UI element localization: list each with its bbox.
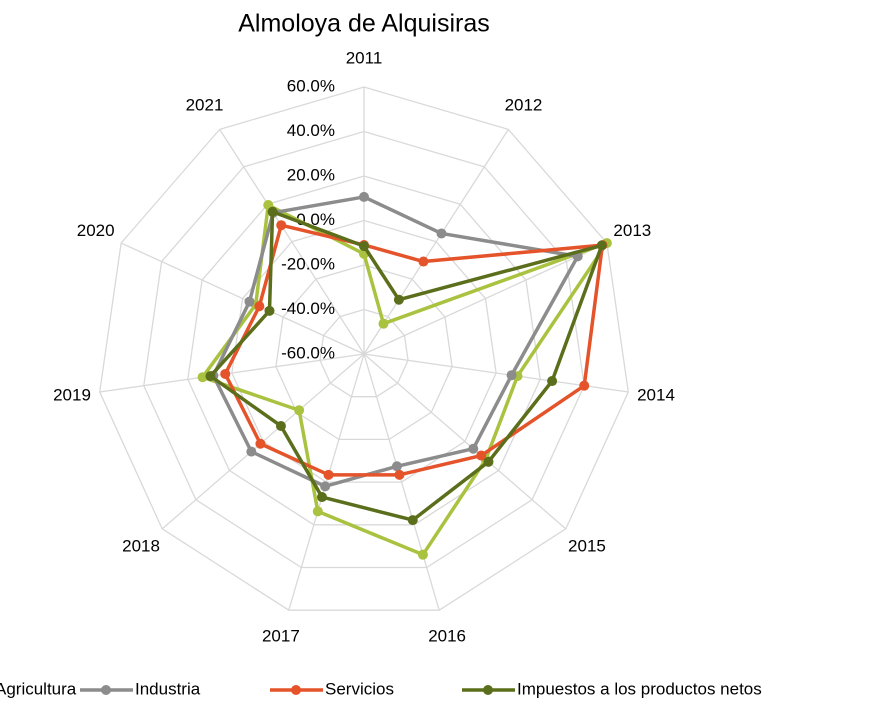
marker: [264, 305, 275, 316]
grid-ring: [319, 308, 409, 398]
legend-marker: [291, 685, 301, 695]
marker: [205, 371, 216, 382]
series-line: [223, 223, 605, 477]
marker: [312, 506, 323, 517]
marker: [476, 450, 487, 461]
r-tick-label: 20.0%: [287, 165, 335, 184]
marker: [276, 220, 287, 231]
category-label: 2011: [346, 48, 383, 67]
legend-label: Industria: [135, 679, 201, 698]
legend-label: Impuestos a los productos netos: [517, 679, 762, 698]
r-tick-label: 40.0%: [287, 121, 335, 140]
category-label: 2013: [613, 221, 651, 240]
r-tick-label: 60.0%: [287, 76, 335, 95]
grid-ring: [275, 264, 453, 441]
spoke: [219, 129, 365, 355]
marker: [483, 456, 494, 467]
category-label: 2021: [186, 95, 224, 114]
marker: [417, 549, 428, 560]
category-label: 2015: [568, 537, 606, 556]
marker: [275, 420, 286, 431]
marker: [255, 438, 266, 449]
category-label: 2017: [262, 627, 300, 646]
legend-marker: [101, 685, 111, 695]
category-label: 2014: [637, 385, 675, 404]
spoke: [99, 353, 365, 393]
legend-marker: [483, 685, 493, 695]
grid-ring: [143, 130, 585, 569]
r-tick-label: -20.0%: [281, 254, 335, 273]
marker: [246, 446, 257, 457]
category-label: 2016: [428, 627, 466, 646]
marker: [294, 405, 305, 416]
spoke: [363, 242, 608, 355]
series-line: [208, 209, 604, 522]
spoke: [120, 242, 365, 355]
marker: [393, 294, 404, 305]
r-tick-label: -40.0%: [281, 299, 335, 318]
legend-label: Servicios: [325, 679, 394, 698]
marker: [468, 443, 479, 454]
marker: [244, 296, 255, 307]
marker: [317, 492, 328, 503]
chart-title: Almoloya de Alquisiras: [238, 10, 490, 38]
marker: [418, 256, 429, 267]
category-label: 2012: [505, 95, 543, 114]
category-label: 2019: [53, 385, 91, 404]
marker: [197, 372, 208, 383]
marker: [254, 301, 265, 312]
legend-label: Agricultura: [0, 679, 77, 698]
spoke: [363, 129, 509, 355]
marker: [436, 228, 447, 239]
marker: [267, 206, 278, 217]
marker: [506, 370, 517, 381]
r-tick-label: -60.0%: [281, 343, 335, 362]
marker: [407, 515, 418, 526]
marker: [323, 469, 334, 480]
spoke: [363, 353, 567, 530]
marker: [320, 481, 331, 492]
marker: [579, 380, 590, 391]
marker: [547, 376, 558, 387]
category-label: 2018: [122, 537, 160, 556]
marker: [394, 469, 405, 480]
marker: [391, 461, 402, 472]
spoke: [363, 353, 440, 611]
marker: [359, 241, 369, 252]
category-label: 2020: [77, 221, 115, 240]
marker: [596, 240, 607, 251]
marker: [359, 191, 369, 202]
marker: [378, 318, 389, 329]
grid-ring: [99, 86, 629, 611]
marker: [220, 368, 231, 379]
series-line: [211, 195, 580, 489]
